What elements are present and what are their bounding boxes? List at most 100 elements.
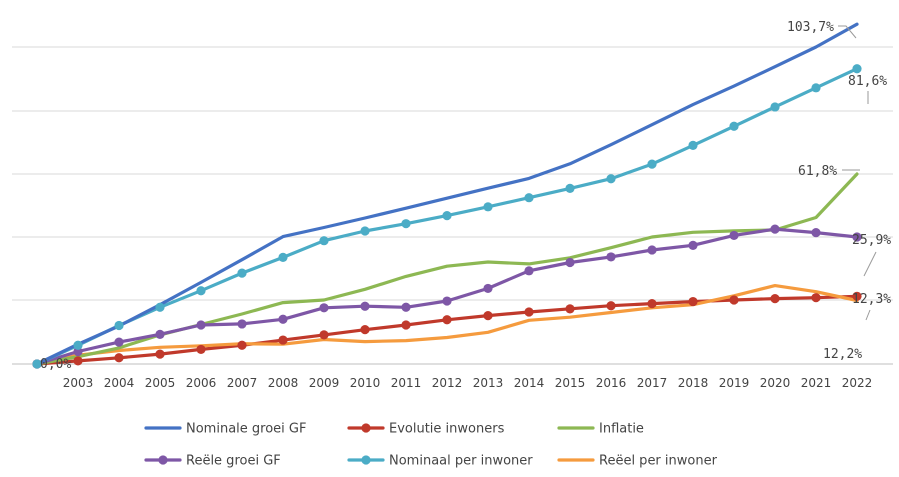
- data-label: 61,8%: [798, 164, 837, 179]
- data-labels: 103,7% 81,6% 61,8% 25,9% 12,3% 12,2% 0,0%: [40, 20, 891, 372]
- x-tick-label: 2022: [842, 376, 873, 390]
- point-reele-groei-gf: [565, 257, 575, 268]
- point-evolutie-inwoners: [483, 311, 493, 321]
- point-evolutie-inwoners: [155, 349, 165, 359]
- point-reele-groei-gf: [278, 314, 288, 324]
- point-evolutie-inwoners: [73, 356, 83, 366]
- point-nominaal-per-inwoner: [442, 210, 452, 221]
- point-nominaal-per-inwoner: [114, 320, 124, 331]
- point-reele-groei-gf: [360, 301, 370, 311]
- point-evolutie-inwoners: [647, 299, 657, 309]
- x-tick-label: 2019: [719, 376, 750, 390]
- point-reele-groei-gf: [237, 319, 247, 329]
- point-evolutie-inwoners: [237, 340, 247, 350]
- point-evolutie-inwoners: [401, 320, 411, 330]
- point-reele-groei-gf: [483, 283, 493, 294]
- data-label: 12,3%: [852, 292, 891, 307]
- data-label: 25,9%: [852, 233, 891, 248]
- point-evolutie-inwoners: [606, 301, 616, 311]
- data-label: 0,0%: [40, 357, 71, 372]
- legend-marker: [361, 423, 371, 433]
- point-nominaal-per-inwoner: [483, 202, 493, 212]
- series-line-nominale-groei-gf: [35, 22, 859, 366]
- point-evolutie-inwoners: [442, 315, 452, 325]
- x-tick-label: 2010: [350, 376, 381, 390]
- point-reele-groei-gf: [442, 296, 452, 306]
- legend-label: Nominaal per inwoner: [389, 454, 533, 469]
- point-evolutie-inwoners: [524, 307, 534, 317]
- point-evolutie-inwoners: [688, 296, 698, 307]
- legend-label: Reële groei GF: [186, 454, 281, 469]
- gridlines: [12, 46, 893, 301]
- point-evolutie-inwoners: [565, 304, 575, 314]
- point-evolutie-inwoners: [196, 344, 206, 355]
- x-tick-label: 2004: [104, 376, 135, 390]
- legend: Nominale groei GF Evolutie inwoners Inflat…: [144, 422, 718, 469]
- point-nominaal-per-inwoner: [770, 102, 780, 112]
- point-nominaal-per-inwoner: [155, 302, 165, 312]
- point-nominaal-per-inwoner: [729, 121, 739, 131]
- x-tick-label: 2005: [145, 376, 176, 390]
- point-evolutie-inwoners: [852, 291, 862, 301]
- x-tick-label: 2007: [227, 376, 258, 390]
- point-reele-groei-gf: [770, 224, 780, 234]
- point-nominaal-per-inwoner: [196, 286, 206, 296]
- point-evolutie-inwoners: [278, 335, 288, 345]
- x-tick-label: 2016: [596, 376, 627, 390]
- point-evolutie-inwoners: [360, 325, 370, 335]
- data-label: 103,7%: [787, 20, 834, 35]
- point-reele-groei-gf: [155, 329, 165, 339]
- point-nominaal-per-inwoner: [647, 159, 657, 169]
- point-nominaal-per-inwoner: [811, 83, 821, 93]
- x-tick-label: 2009: [309, 376, 340, 390]
- legend-marker: [361, 455, 371, 465]
- point-reele-groei-gf: [688, 240, 698, 250]
- point-reele-groei-gf: [401, 302, 411, 312]
- point-evolutie-inwoners: [114, 353, 124, 363]
- series-markers: [32, 64, 862, 369]
- x-tick-label: 2018: [678, 376, 709, 390]
- legend-item-nominale-groei-gf: Nominale groei GF: [144, 422, 306, 437]
- point-reele-groei-gf: [647, 245, 657, 255]
- x-tick-label: 2011: [391, 376, 422, 390]
- point-evolutie-inwoners: [319, 330, 329, 340]
- point-nominaal-per-inwoner: [32, 359, 42, 369]
- point-reele-groei-gf: [114, 337, 124, 347]
- label-leader: [838, 25, 857, 39]
- x-tick-label: 2008: [268, 376, 299, 390]
- label-leader-lines: [838, 25, 877, 321]
- data-label: 81,6%: [848, 74, 887, 89]
- label-leader: [863, 251, 877, 277]
- point-reele-groei-gf: [729, 230, 739, 241]
- point-nominaal-per-inwoner: [237, 268, 247, 278]
- x-tick-label: 2003: [63, 376, 94, 390]
- point-nominaal-per-inwoner: [73, 340, 83, 350]
- x-tick-label: 2013: [473, 376, 504, 390]
- legend-label: Evolutie inwoners: [389, 422, 505, 437]
- x-tick-label: 2021: [801, 376, 832, 390]
- point-reele-groei-gf: [319, 303, 329, 313]
- point-nominaal-per-inwoner: [319, 236, 329, 246]
- point-reele-groei-gf: [196, 320, 206, 330]
- x-tick-label: 2006: [186, 376, 217, 390]
- point-nominaal-per-inwoner: [360, 226, 370, 236]
- legend-label: Nominale groei GF: [186, 422, 306, 437]
- point-reele-groei-gf: [852, 232, 862, 242]
- legend-item-reele-groei-gf: Reële groei GF: [144, 454, 281, 469]
- point-nominaal-per-inwoner: [278, 252, 288, 262]
- label-leader: [865, 309, 871, 321]
- point-nominaal-per-inwoner: [401, 219, 411, 229]
- x-tick-label: 2014: [514, 376, 545, 390]
- legend-item-reeel-per-inwoner: Reëel per inwoner: [557, 454, 718, 469]
- x-tick-label: 2015: [555, 376, 586, 390]
- point-nominaal-per-inwoner: [852, 64, 862, 74]
- point-nominaal-per-inwoner: [524, 193, 534, 203]
- point-evolutie-inwoners: [729, 295, 739, 305]
- data-label: 12,2%: [823, 347, 862, 362]
- point-nominaal-per-inwoner: [688, 140, 698, 150]
- point-evolutie-inwoners: [770, 294, 780, 304]
- point-nominaal-per-inwoner: [606, 174, 616, 184]
- legend-item-nominaal-per-inwoner: Nominaal per inwoner: [347, 454, 533, 469]
- legend-item-evolutie-inwoners: Evolutie inwoners: [347, 422, 505, 437]
